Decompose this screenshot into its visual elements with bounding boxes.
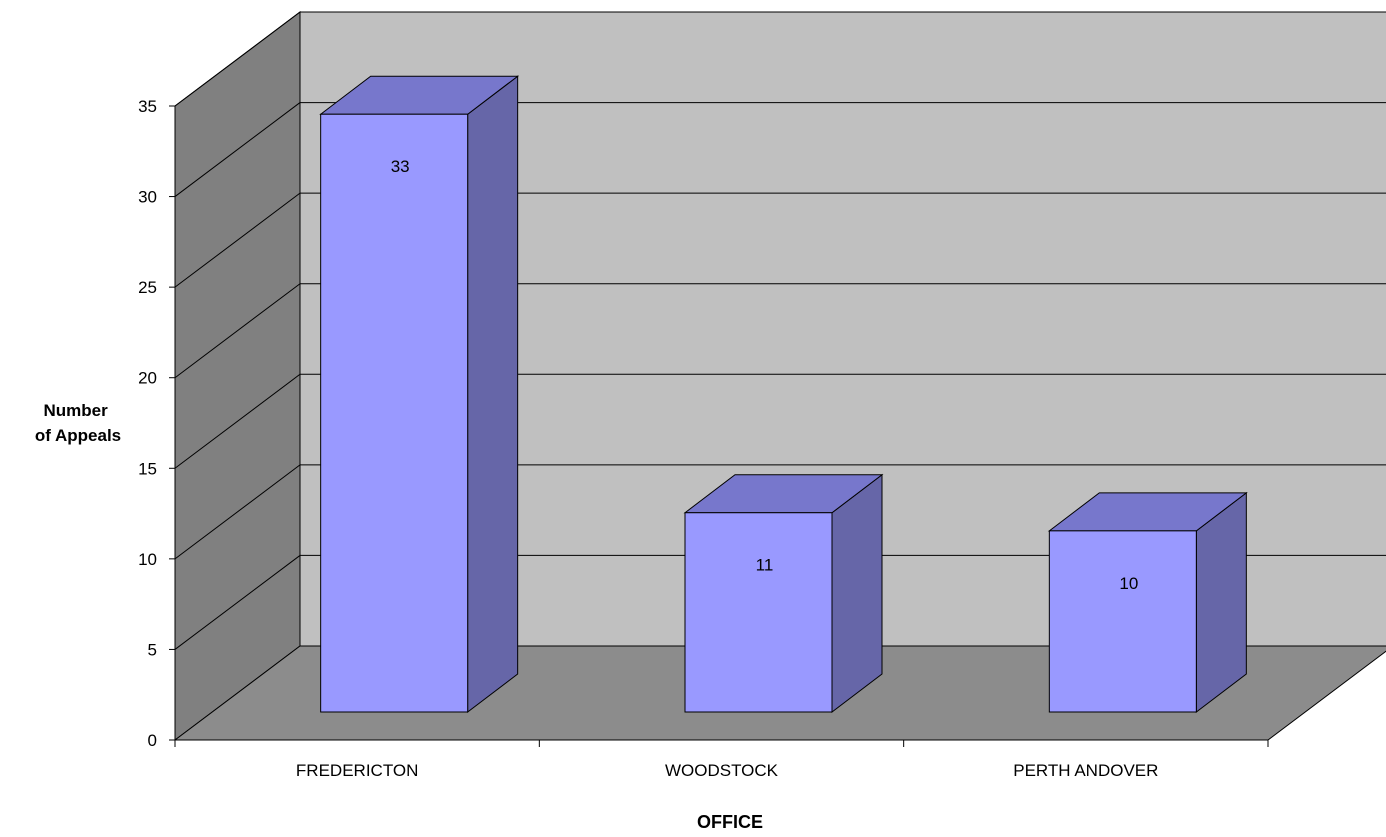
bar: 11 [683,473,884,714]
y-tick-label: 10 [138,550,157,569]
gridline-side [174,102,301,197]
x-tick-label: PERTH ANDOVER [1013,761,1158,780]
bar-side [831,473,883,714]
bar-side [467,75,519,714]
y-tick-label: 30 [138,188,157,207]
y-axis: 0 5 10 15 20 25 30 35 [138,97,176,750]
y-tick-label: 5 [148,640,157,659]
data-label: 10 [1119,574,1138,593]
y-tick-label: 15 [138,459,157,478]
y-tick-label: 0 [148,731,157,750]
y-axis-title-line-2: of Appeals [35,426,121,445]
bar: 10 [1047,491,1248,714]
data-label: 11 [756,556,774,575]
bar-front [684,512,833,713]
x-tick-label: FREDERICTON [296,761,418,780]
x-axis-title: OFFICE [697,812,763,832]
data-label: 33 [391,157,410,176]
x-axis: FREDERICTON WOODSTOCK PERTH ANDOVER [174,739,1269,780]
gridline-side [174,464,301,560]
y-tick-label: 25 [138,278,157,297]
y-tick-label: 20 [138,369,157,388]
y-axis-title-line-1: Number [44,401,109,420]
x-tick-label: WOODSTOCK [665,761,779,780]
gridline-side [174,11,301,107]
gridline-side [174,283,301,379]
gridline-side [174,373,301,469]
y-axis-title: Number of Appeals [35,401,121,445]
bar-front [320,113,469,713]
gridline-side [174,555,301,650]
bar-front [1048,530,1197,713]
y-tick-label: 35 [138,97,157,116]
side-wall [174,10,301,742]
bars: 33 11 10 [319,75,1248,714]
bar: 33 [319,75,520,714]
gridline-side [174,192,301,288]
